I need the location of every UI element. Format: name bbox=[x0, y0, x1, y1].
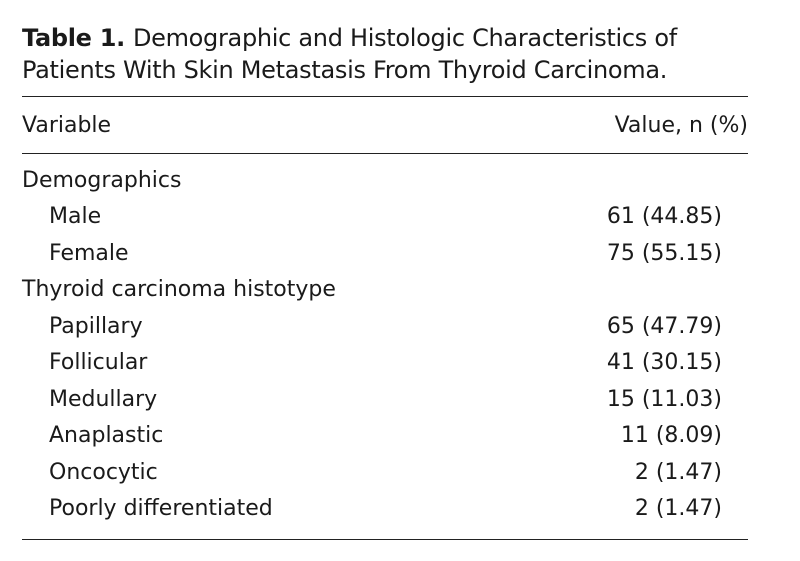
table-row: Demographics bbox=[22, 154, 748, 199]
group-label: Demographics bbox=[22, 167, 182, 193]
table-row: Papillary 65 (47.79) bbox=[22, 308, 748, 345]
table-row: Oncocytic 2 (1.47) bbox=[22, 454, 748, 491]
table-row: Thyroid carcinoma histotype bbox=[22, 272, 748, 309]
variable-cell: Poorly differentiated bbox=[22, 490, 523, 540]
table-row: Follicular 41 (30.15) bbox=[22, 345, 748, 382]
table-row: Poorly differentiated 2 (1.47) bbox=[22, 490, 748, 540]
value-cell: 41 (30.15) bbox=[606, 350, 722, 376]
variable-cell: Follicular bbox=[49, 350, 148, 376]
value-cell bbox=[523, 154, 748, 199]
header-cell: Value, n (%) bbox=[614, 112, 748, 138]
group-label: Thyroid carcinoma histotype bbox=[22, 277, 336, 303]
value-cell: 65 (47.79) bbox=[606, 313, 722, 339]
variable-cell: Papillary bbox=[49, 313, 143, 339]
value-cell bbox=[523, 272, 748, 309]
value-cell: 2 (1.47) bbox=[634, 459, 722, 485]
value-cell: 75 (55.15) bbox=[606, 240, 722, 266]
variable-cell: Medullary bbox=[49, 386, 158, 412]
variable-cell: Oncocytic bbox=[49, 459, 158, 485]
table-row: Male 61 (44.85) bbox=[22, 199, 748, 236]
table-row: Anaplastic 11 (8.09) bbox=[22, 418, 748, 455]
table-page: Table 1. Demographic and Histologic Chara… bbox=[22, 22, 748, 540]
table-row: Medullary 15 (11.03) bbox=[22, 381, 748, 418]
variable-cell: Female bbox=[49, 240, 129, 266]
header-row: Variable Value, n (%) bbox=[22, 96, 748, 154]
table-title: Table 1. Demographic and Histologic Chara… bbox=[22, 22, 748, 86]
variable-cell: Male bbox=[49, 204, 102, 230]
variable-cell: Anaplastic bbox=[49, 423, 164, 449]
value-cell: 2 (1.47) bbox=[522, 490, 748, 540]
table-row: Female 75 (55.15) bbox=[22, 235, 748, 272]
title-label: Table 1. bbox=[22, 24, 125, 52]
value-cell: 15 (11.03) bbox=[606, 386, 722, 412]
value-cell: 61 (44.85) bbox=[606, 204, 722, 230]
title-text: Demographic and Histologic Characteristi… bbox=[22, 24, 677, 84]
table: Variable Value, n (%) Demographics Male 61… bbox=[22, 96, 748, 540]
value-cell: 11 (8.09) bbox=[620, 423, 722, 449]
header-cell: Variable bbox=[22, 112, 112, 138]
